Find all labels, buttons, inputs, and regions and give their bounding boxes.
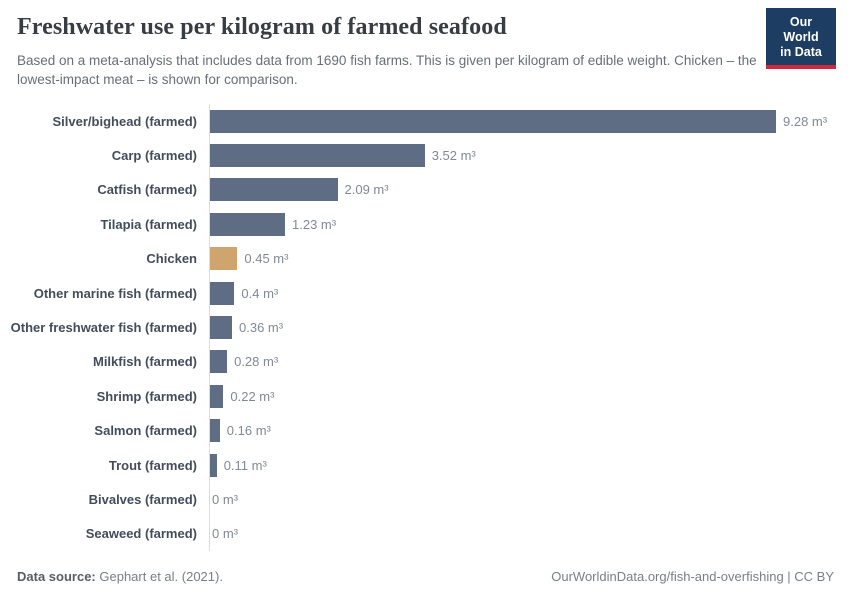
data-source-label: Data source: bbox=[17, 569, 96, 584]
chart-row: Trout (farmed) 0.11 m³ bbox=[0, 448, 850, 482]
chart-row: Milkfish (farmed) 0.28 m³ bbox=[0, 345, 850, 379]
bar[interactable] bbox=[210, 453, 217, 477]
chart-footer: Data source: Gephart et al. (2021). OurW… bbox=[0, 569, 850, 600]
value-label: 3.52 m³ bbox=[431, 147, 476, 163]
value-label: 2.09 m³ bbox=[344, 182, 389, 198]
chart-row: Catfish (farmed) 2.09 m³ bbox=[0, 173, 850, 207]
value-label: 1.23 m³ bbox=[292, 216, 337, 232]
bar-zone: 0.11 m³ bbox=[205, 453, 850, 477]
bar[interactable] bbox=[210, 350, 228, 374]
owid-logo-line2: in Data bbox=[780, 44, 822, 59]
category-label: Tilapia (farmed) bbox=[100, 216, 197, 232]
chart-row: Chicken 0.45 m³ bbox=[0, 241, 850, 275]
bar[interactable] bbox=[210, 315, 232, 339]
chart-header: Freshwater use per kilogram of farmed se… bbox=[0, 0, 850, 89]
bar-zone: 1.23 m³ bbox=[205, 212, 850, 236]
value-label: 0.16 m³ bbox=[226, 423, 271, 439]
chart-row: Tilapia (farmed) 1.23 m³ bbox=[0, 207, 850, 241]
bar[interactable] bbox=[210, 281, 235, 305]
bar[interactable] bbox=[210, 109, 776, 133]
data-source-value: Gephart et al. (2021). bbox=[99, 569, 223, 584]
category-label: Salmon (farmed) bbox=[94, 423, 197, 439]
value-label: 0.4 m³ bbox=[241, 285, 279, 301]
value-label: 0.22 m³ bbox=[230, 388, 275, 404]
bar[interactable] bbox=[210, 419, 220, 443]
value-label: 0.45 m³ bbox=[244, 251, 289, 267]
category-label: Chicken bbox=[146, 251, 197, 267]
bar-zone: 2.09 m³ bbox=[205, 178, 850, 202]
footer-link[interactable]: OurWorldinData.org/fish-and-overfishing … bbox=[551, 569, 834, 584]
y-axis-line bbox=[209, 103, 210, 551]
chart-row: Carp (farmed) 3.52 m³ bbox=[0, 138, 850, 172]
category-label: Other marine fish (farmed) bbox=[33, 285, 197, 301]
category-label: Trout (farmed) bbox=[108, 457, 197, 473]
bar-zone: 0.22 m³ bbox=[205, 384, 850, 408]
chart-rows: Silver/bighead (farmed) 9.28 m³ Carp (farm… bbox=[0, 104, 850, 551]
category-label: Seaweed (farmed) bbox=[85, 526, 197, 542]
value-label: 0.36 m³ bbox=[239, 319, 284, 335]
bar-zone: 0.45 m³ bbox=[205, 247, 850, 271]
chart-row: Silver/bighead (farmed) 9.28 m³ bbox=[0, 104, 850, 138]
bar-zone: 9.28 m³ bbox=[205, 109, 850, 133]
bar[interactable] bbox=[210, 212, 285, 236]
category-label: Other freshwater fish (farmed) bbox=[10, 319, 197, 335]
chart-title: Freshwater use per kilogram of farmed se… bbox=[17, 14, 507, 40]
bar[interactable] bbox=[210, 178, 338, 202]
bar-zone: 0.16 m³ bbox=[205, 419, 850, 443]
value-label: 0.11 m³ bbox=[223, 457, 267, 473]
chart-row: Other marine fish (farmed) 0.4 m³ bbox=[0, 276, 850, 310]
chart-row: Shrimp (farmed) 0.22 m³ bbox=[0, 379, 850, 413]
value-label: 9.28 m³ bbox=[783, 113, 828, 129]
category-label: Silver/bighead (farmed) bbox=[52, 113, 197, 129]
data-source: Data source: Gephart et al. (2021). bbox=[17, 569, 223, 584]
value-label: 0.28 m³ bbox=[234, 354, 279, 370]
chart-row: Bivalves (farmed) 0 m³ bbox=[0, 482, 850, 516]
bar-zone: 0.4 m³ bbox=[205, 281, 850, 305]
owid-logo-line1: Our World bbox=[783, 15, 819, 44]
bar[interactable] bbox=[210, 247, 238, 271]
category-label: Bivalves (farmed) bbox=[88, 491, 197, 507]
bar-zone: 0.28 m³ bbox=[205, 350, 850, 374]
chart-subtitle: Based on a meta-analysis that includes d… bbox=[17, 52, 757, 87]
value-label: 0 m³ bbox=[212, 491, 238, 507]
bar[interactable] bbox=[210, 143, 425, 167]
value-label: 0 m³ bbox=[212, 526, 238, 542]
bar-zone: 0 m³ bbox=[205, 492, 850, 507]
bar[interactable] bbox=[210, 384, 224, 408]
owid-logo[interactable]: Our World in Data bbox=[766, 8, 836, 70]
category-label: Shrimp (farmed) bbox=[96, 388, 197, 404]
category-label: Milkfish (farmed) bbox=[92, 354, 197, 370]
bar-chart: Silver/bighead (farmed) 9.28 m³ Carp (farm… bbox=[0, 103, 850, 551]
bar-zone: 3.52 m³ bbox=[205, 143, 850, 167]
chart-row: Other freshwater fish (farmed) 0.36 m³ bbox=[0, 310, 850, 344]
bar-zone: 0 m³ bbox=[205, 526, 850, 541]
bar-zone: 0.36 m³ bbox=[205, 315, 850, 339]
category-label: Carp (farmed) bbox=[111, 147, 197, 163]
chart-row: Salmon (farmed) 0.16 m³ bbox=[0, 413, 850, 447]
category-label: Catfish (farmed) bbox=[97, 182, 197, 198]
chart-row: Seaweed (farmed) 0 m³ bbox=[0, 517, 850, 551]
